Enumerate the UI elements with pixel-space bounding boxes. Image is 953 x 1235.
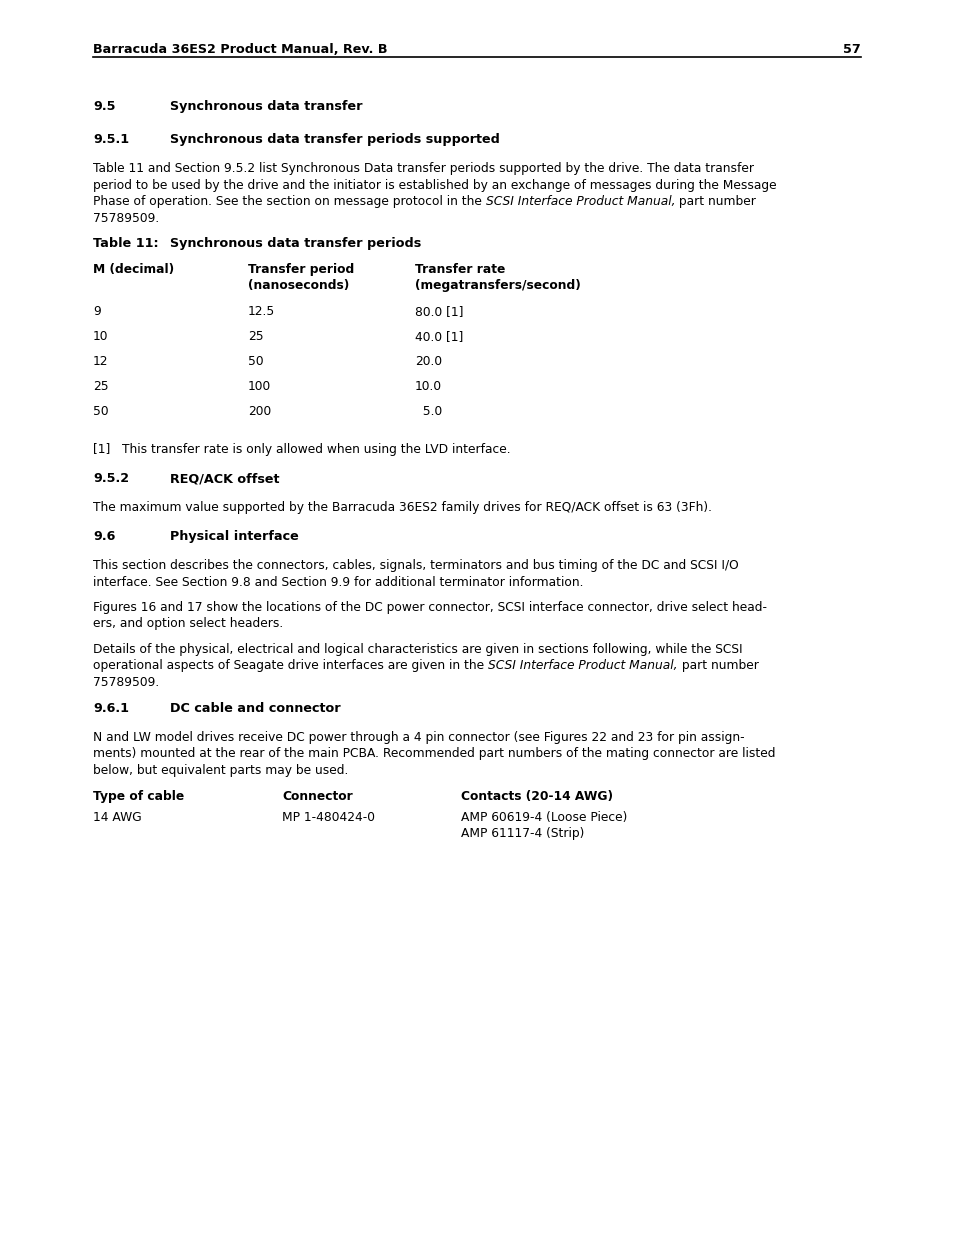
Text: 12: 12 [92,354,109,368]
Text: Table 11:: Table 11: [92,237,158,249]
Text: Transfer period: Transfer period [248,263,354,275]
Text: 20.0: 20.0 [415,354,441,368]
Text: 75789509.: 75789509. [92,676,159,689]
Text: interface. See Section 9.8 and Section 9.9 for additional terminator information: interface. See Section 9.8 and Section 9… [92,576,583,589]
Text: MP 1-480424-0: MP 1-480424-0 [282,811,375,824]
Text: 9.6.1: 9.6.1 [92,701,129,715]
Text: Synchronous data transfer periods supported: Synchronous data transfer periods suppor… [170,133,499,146]
Text: 10: 10 [92,330,109,343]
Text: N and LW model drives receive DC power through a 4 pin connector (see Figures 22: N and LW model drives receive DC power t… [92,731,744,743]
Text: The maximum value supported by the Barracuda 36ES2 family drives for REQ/ACK off: The maximum value supported by the Barra… [92,501,711,514]
Text: 10.0: 10.0 [415,380,441,393]
Text: 100: 100 [248,380,271,393]
Text: Figures 16 and 17 show the locations of the DC power connector, SCSI interface c: Figures 16 and 17 show the locations of … [92,601,766,614]
Text: DC cable and connector: DC cable and connector [170,701,340,715]
Text: 9: 9 [92,305,101,317]
Text: 12.5: 12.5 [248,305,275,317]
Text: part number: part number [677,659,758,673]
Text: 80.0 [1]: 80.0 [1] [415,305,463,317]
Text: AMP 60619-4 (Loose Piece): AMP 60619-4 (Loose Piece) [460,811,627,824]
Text: This section describes the connectors, cables, signals, terminators and bus timi: This section describes the connectors, c… [92,559,738,572]
Text: (nanoseconds): (nanoseconds) [248,279,349,293]
Text: 57: 57 [842,43,861,56]
Text: ments) mounted at the rear of the main PCBA. Recommended part numbers of the mat: ments) mounted at the rear of the main P… [92,747,775,761]
Text: 25: 25 [92,380,109,393]
Text: 9.5: 9.5 [92,100,115,112]
Text: 50: 50 [92,405,109,417]
Text: operational aspects of Seagate drive interfaces are given in the: operational aspects of Seagate drive int… [92,659,488,673]
Text: SCSI Interface Product Manual,: SCSI Interface Product Manual, [485,195,675,207]
Text: Barracuda 36ES2 Product Manual, Rev. B: Barracuda 36ES2 Product Manual, Rev. B [92,43,387,56]
Text: 40.0 [1]: 40.0 [1] [415,330,463,343]
Text: Synchronous data transfer: Synchronous data transfer [170,100,362,112]
Text: 75789509.: 75789509. [92,211,159,225]
Text: Details of the physical, electrical and logical characteristics are given in sec: Details of the physical, electrical and … [92,643,741,656]
Text: ers, and option select headers.: ers, and option select headers. [92,618,283,631]
Text: 5.0: 5.0 [415,405,442,417]
Text: 50: 50 [248,354,263,368]
Text: REQ/ACK offset: REQ/ACK offset [170,472,279,485]
Text: Connector: Connector [282,790,353,803]
Text: Table 11 and Section 9.5.2 list Synchronous Data transfer periods supported by t: Table 11 and Section 9.5.2 list Synchron… [92,162,753,175]
Text: Physical interface: Physical interface [170,530,298,543]
Text: below, but equivalent parts may be used.: below, but equivalent parts may be used. [92,764,348,777]
Text: Contacts (20-14 AWG): Contacts (20-14 AWG) [460,790,613,803]
Text: Synchronous data transfer periods: Synchronous data transfer periods [170,237,421,249]
Text: Phase of operation. See the section on message protocol in the: Phase of operation. See the section on m… [92,195,485,207]
Text: AMP 61117-4 (Strip): AMP 61117-4 (Strip) [460,827,584,841]
Text: period to be used by the drive and the initiator is established by an exchange o: period to be used by the drive and the i… [92,179,776,191]
Text: 14 AWG: 14 AWG [92,811,141,824]
Text: M (decimal): M (decimal) [92,263,174,275]
Text: Type of cable: Type of cable [92,790,184,803]
Text: 200: 200 [248,405,271,417]
Text: [1]   This transfer rate is only allowed when using the LVD interface.: [1] This transfer rate is only allowed w… [92,443,510,456]
Text: 9.6: 9.6 [92,530,115,543]
Text: 25: 25 [248,330,263,343]
Text: 9.5.1: 9.5.1 [92,133,129,146]
Text: (megatransfers/second): (megatransfers/second) [415,279,580,293]
Text: SCSI Interface Product Manual,: SCSI Interface Product Manual, [488,659,677,673]
Text: part number: part number [675,195,756,207]
Text: 9.5.2: 9.5.2 [92,472,129,485]
Text: Transfer rate: Transfer rate [415,263,505,275]
